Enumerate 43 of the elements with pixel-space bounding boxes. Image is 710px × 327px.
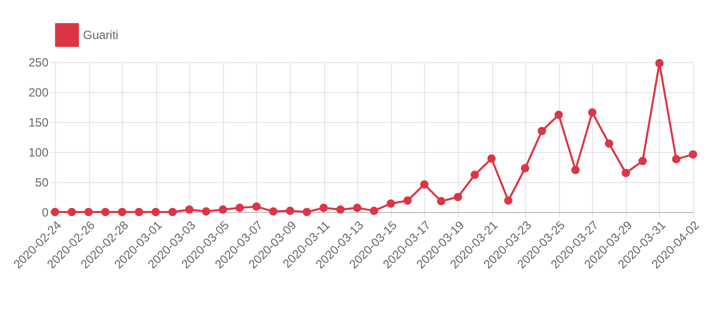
point [672,155,680,164]
point [538,126,546,136]
point [420,180,429,189]
point [202,207,210,216]
point [571,166,580,174]
y-tick-label: 150 [28,116,49,130]
point [286,206,294,215]
legend-label: Guariti [83,28,118,42]
y-tick-label: 0 [42,206,49,220]
y-tick-label: 250 [28,56,49,70]
point [302,208,312,216]
point [588,108,596,117]
point [252,202,261,211]
point [370,206,378,215]
point [638,156,647,166]
point [386,199,395,208]
point [403,196,412,205]
point [487,154,496,163]
y-tick-label: 100 [28,146,49,160]
point [655,59,664,68]
point [236,204,244,212]
point [554,110,563,119]
point [622,168,630,178]
point [470,170,479,179]
point [101,208,110,216]
point [68,208,76,216]
y-tick-label: 50 [35,176,49,190]
point [185,205,194,214]
point [269,207,278,216]
point [353,204,362,212]
point [168,208,177,216]
point [218,205,228,214]
point [520,164,530,172]
point [436,197,446,206]
point [604,139,614,148]
point [319,204,328,212]
point [504,196,512,205]
point [134,208,144,216]
point [454,192,462,202]
y-tick-label: 200 [28,86,49,100]
point [336,205,345,214]
point [688,150,698,159]
point [50,208,60,216]
